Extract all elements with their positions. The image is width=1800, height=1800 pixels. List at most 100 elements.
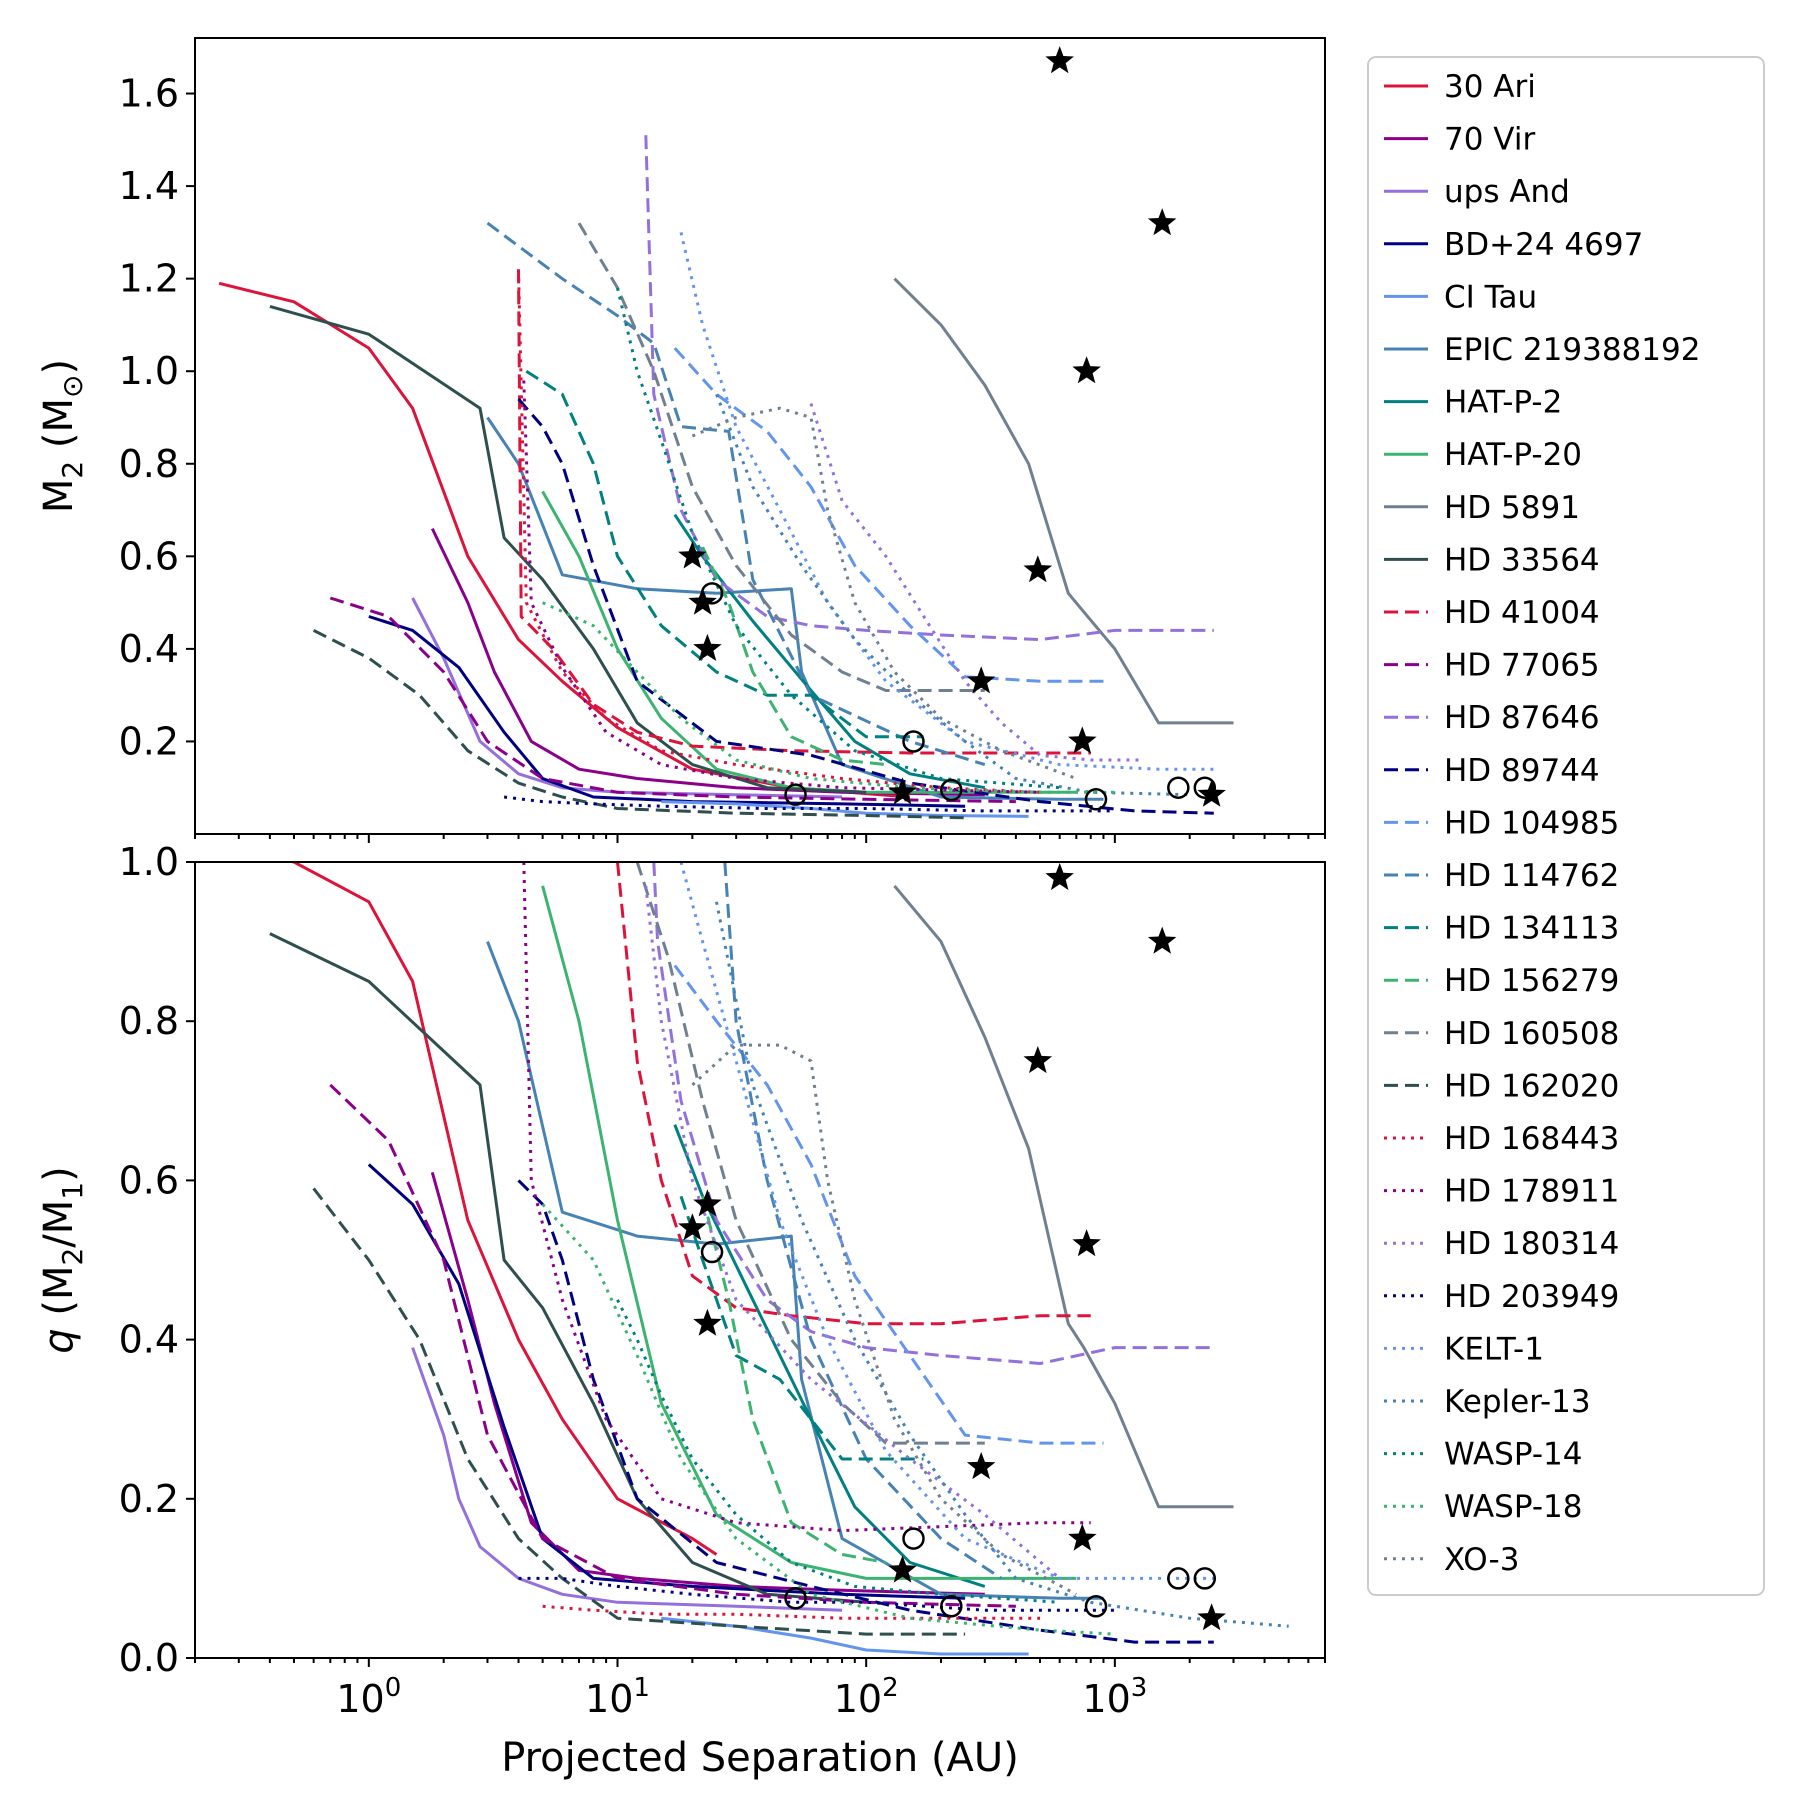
star-marker: [1023, 555, 1053, 583]
legend-label: 30 Ari: [1444, 69, 1536, 105]
bottom-ylabel-open: (: [36, 1300, 82, 1328]
y-tick-label: 1.6: [119, 72, 179, 116]
x-tick-label: 100: [336, 1673, 401, 1721]
series-line-hd-77065: [329, 596, 1016, 804]
x-axis-label: Projected Separation (AU): [501, 1735, 1019, 1781]
y-tick-label: 1.0: [119, 840, 179, 884]
series-line-hd-180314: [644, 885, 1061, 1580]
series-line-hd-77065: [329, 1083, 1016, 1608]
legend-label: XO-3: [1444, 1542, 1519, 1578]
series-line-kelt-1: [679, 862, 1214, 1580]
series-line-kelt-1: [679, 232, 1214, 771]
series-line-bd-24-4697: [368, 615, 966, 808]
bottom-ylabel-q: q: [36, 1328, 82, 1353]
series-line-kepler-13: [715, 901, 1289, 1628]
series-line-wasp-18: [541, 1203, 1115, 1636]
y-tick-label: 0.8: [119, 442, 179, 486]
top-y-axis-label: M2 (M⊙): [36, 359, 89, 513]
star-marker: [1147, 208, 1177, 236]
legend-label: ups And: [1444, 174, 1570, 210]
circle-marker: [1084, 788, 1108, 811]
series-line-hd-33564: [269, 304, 867, 794]
legend-label: HD 134113: [1444, 911, 1619, 947]
circle-marker: [902, 1527, 925, 1550]
legend-label: HD 77065: [1444, 648, 1600, 684]
star-marker: [693, 1189, 722, 1217]
series-line-epic-219388192: [486, 941, 1104, 1600]
legend-label: HD 160508: [1444, 1016, 1619, 1052]
series-line-hd-104985: [673, 964, 1104, 1445]
bottom-panel: 0.00.20.40.60.81.0 100 101 102 103 q (M2/M1…: [36, 840, 1326, 1721]
star-marker: [1147, 926, 1177, 954]
series-line-wasp-14: [616, 287, 1060, 790]
circle-marker: [1193, 776, 1217, 799]
x-tick-label: 102: [834, 1673, 899, 1721]
legend-label: HD 180314: [1444, 1226, 1619, 1262]
series-line-hd-168443: [542, 1604, 1040, 1620]
series-line-hd-178911: [522, 862, 1091, 1533]
legend-label: HD 33564: [1444, 542, 1600, 578]
series-line-wasp-18: [541, 601, 1115, 794]
series-line-xo-3: [691, 1043, 1078, 1596]
top-y-ticks: 0.2 0.4 0.6 0.8 1.0 1.2 1.4 1.6: [119, 72, 195, 763]
top-ylabel-main: M: [36, 479, 82, 514]
legend-box: [1367, 56, 1765, 1596]
star-marker: [888, 777, 917, 805]
bottom-y-ticks: 0.0 0.2 0.4 0.6 0.8 1.0: [119, 840, 195, 1680]
legend-label: HD 87646: [1444, 700, 1600, 736]
series-line-hd-89744: [517, 398, 1214, 815]
star-marker: [966, 1452, 996, 1480]
series-line-70-vir: [430, 1171, 985, 1596]
star-marker: [1023, 1046, 1053, 1074]
circle-marker: [1167, 1567, 1190, 1590]
circle-marker: [1193, 1567, 1217, 1590]
bottom-x-ticks: 100 101 102 103: [194, 1658, 1326, 1721]
series-line-wasp-14: [616, 1299, 1060, 1604]
circle-marker: [700, 582, 724, 605]
legend-label: HD 168443: [1444, 1121, 1619, 1157]
circle-marker: [940, 778, 963, 802]
bottom-ylabel-end: ): [36, 1166, 82, 1182]
series-line-epic-219388192: [486, 416, 1104, 801]
y-tick-label: 0.2: [119, 1477, 179, 1521]
series-line-hd-5891: [893, 884, 1234, 1509]
star-marker: [693, 1308, 722, 1336]
top-ylabel-sub: 2: [56, 461, 89, 479]
x-tick-label: 103: [1082, 1673, 1147, 1721]
y-tick-label: 0.4: [119, 627, 179, 671]
legend-label: HD 114762: [1444, 858, 1619, 894]
legend: 30 Ari 70 Vir ups And BD+24 4697 CI Tau EPIC …: [1367, 56, 1765, 1596]
series-line-30-ari: [218, 281, 911, 799]
circle-marker: [1084, 1595, 1108, 1618]
series-line-hd-156279: [701, 546, 887, 767]
series-line-hd-89744: [517, 1179, 1214, 1644]
circle-marker: [784, 783, 807, 806]
legend-label: HD 89744: [1444, 753, 1600, 789]
legend-label: HD 5891: [1444, 490, 1580, 526]
legend-label: HD 104985: [1444, 805, 1619, 841]
bottom-ylabel-sub2: 1: [56, 1182, 89, 1200]
legend-label: HD 41004: [1444, 595, 1600, 631]
series-line-xo-3: [691, 406, 1077, 780]
series-line-hd-162020: [312, 1187, 966, 1636]
series-line-ups-and: [411, 597, 843, 799]
star-marker: [1072, 356, 1101, 384]
series-line-hat-p-20: [541, 490, 1077, 794]
legend-label: HD 162020: [1444, 1068, 1619, 1104]
legend-label: BD+24 4697: [1444, 227, 1643, 263]
legend-label: HD 156279: [1444, 963, 1619, 999]
star-marker: [1068, 726, 1097, 754]
legend-label: 70 Vir: [1444, 122, 1535, 158]
circle-marker: [700, 1240, 724, 1264]
series-line-hd-104985: [673, 347, 1104, 683]
series-line-hd-33564: [269, 932, 867, 1604]
bottom-ylabel-slash: /M: [36, 1200, 82, 1248]
series-line-ci-tau: [661, 800, 1029, 818]
series-line-hd-156279: [701, 1195, 887, 1564]
y-tick-label: 0.2: [119, 719, 179, 763]
bottom-markers-group: [678, 862, 1226, 1631]
legend-label: EPIC 219388192: [1444, 332, 1700, 368]
star-marker: [1045, 46, 1074, 74]
star-marker: [688, 587, 717, 615]
